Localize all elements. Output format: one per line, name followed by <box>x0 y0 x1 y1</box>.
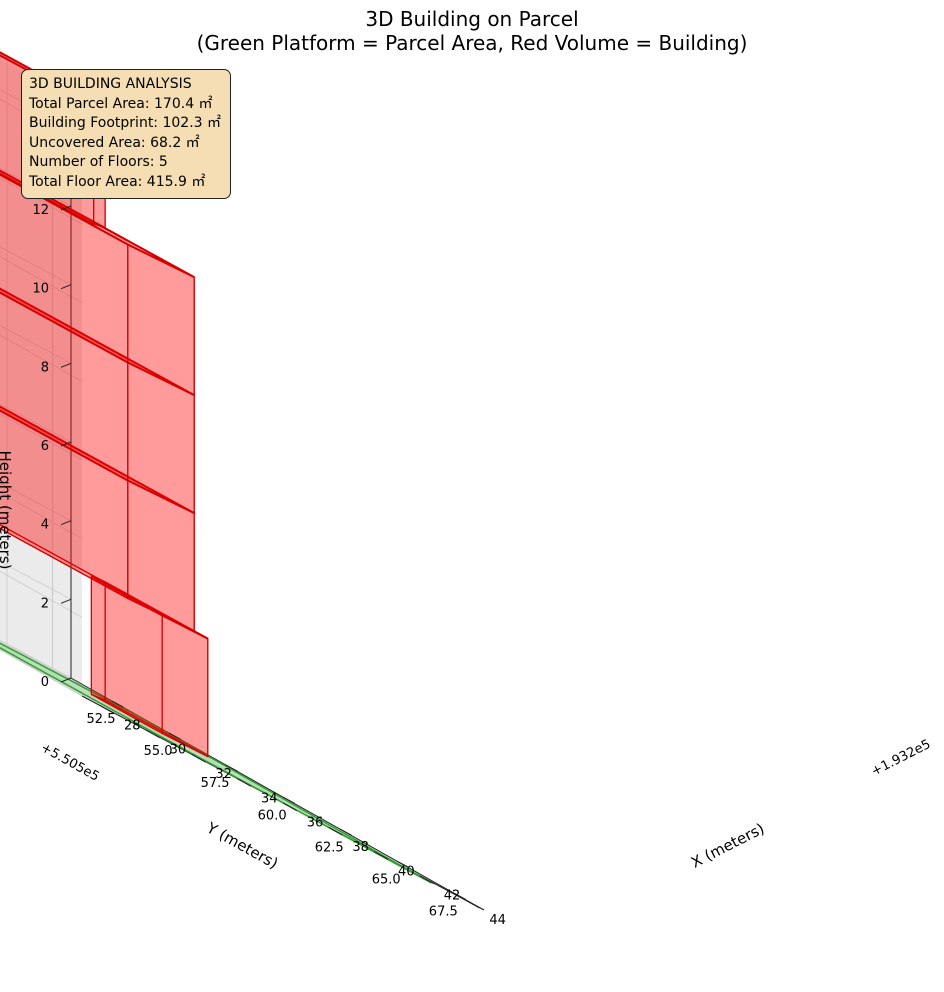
floor-side-face <box>0 173 129 364</box>
grid-line-z-right <box>0 649 83 697</box>
z-tick-mark <box>60 362 72 368</box>
z-axis-label: Height (meters) <box>0 451 14 570</box>
grid-line-z-left <box>0 482 72 522</box>
y-tick-mark <box>397 860 409 868</box>
grid-line-z-right <box>0 256 83 304</box>
chart-title: 3D Building on Parcel <box>365 7 578 31</box>
analysis-info-box: 3D BUILDING ANALYSIS Total Parcel Area: … <box>21 69 231 199</box>
y-tick-mark <box>225 764 238 772</box>
floor-side-face <box>90 575 106 702</box>
x-tick-mark <box>191 753 206 763</box>
z-tick-label: 2 <box>41 596 49 611</box>
x-tick-label: 40 <box>398 864 415 879</box>
z-tick-label: 8 <box>41 360 49 375</box>
grid-line-y-floor <box>0 640 113 702</box>
grid-line-z-left <box>0 561 72 600</box>
grid-line-z-right <box>0 492 83 540</box>
y-tick-mark <box>168 732 181 740</box>
z-tick-mark <box>60 598 72 604</box>
x-tick-mark <box>237 778 252 787</box>
grid-line-z-right <box>0 413 83 461</box>
y-tick-label: 67.5 <box>429 904 458 919</box>
info-line: Building Footprint: 102.3 ㎡ <box>29 115 222 132</box>
x-tick-mark <box>419 875 434 885</box>
y-tick-label: 55.0 <box>144 744 173 759</box>
grid-line-z-right <box>0 177 83 225</box>
x-tick-mark <box>374 851 389 860</box>
x-tick-label: 28 <box>124 718 141 733</box>
info-line: Number of Floors: 5 <box>29 154 168 171</box>
grid-line-z-right <box>0 570 83 618</box>
grid-line-z-left <box>0 403 72 443</box>
y-tick-mark <box>111 700 124 708</box>
z-tick-mark <box>60 284 72 290</box>
info-line: Total Floor Area: 415.9 ㎡ <box>29 173 206 190</box>
info-line: Total Parcel Area: 170.4 ㎡ <box>29 95 213 112</box>
y-axis-label: Y (meters) <box>203 818 281 872</box>
chart-subtitle: (Green Platform = Parcel Area, Red Volum… <box>197 31 748 55</box>
x-tick-label: 42 <box>444 889 461 904</box>
grid-line-z-left <box>0 639 72 679</box>
z-tick-mark <box>60 441 72 447</box>
z-tick-label: 12 <box>32 203 49 218</box>
z-tick-mark <box>60 205 72 211</box>
grid-line-z-left <box>0 167 72 207</box>
x-tick-mark <box>465 899 480 909</box>
grid-line-x-floor <box>0 647 147 731</box>
grid-line-z-left <box>0 325 72 364</box>
grid-line-z-right <box>0 98 83 146</box>
info-line: Uncovered Area: 68.2 ㎡ <box>29 134 200 151</box>
grid-line-x-floor <box>0 648 101 707</box>
x-tick-label: 32 <box>215 767 232 782</box>
y-tick-mark <box>454 892 466 900</box>
x-tick-mark <box>145 729 160 739</box>
x-tick-mark <box>100 705 115 714</box>
y-tick-label: 65.0 <box>372 872 401 887</box>
grid-line-z-right <box>0 334 83 382</box>
grid-line-z-left <box>0 89 72 128</box>
z-tick-mark <box>60 520 72 526</box>
x-tick-label: 36 <box>307 816 324 831</box>
grid-line-z-left <box>0 246 72 286</box>
floor-side-face <box>161 614 209 758</box>
z-tick-label: 4 <box>41 518 49 533</box>
y-offset-label: +5.505e5 <box>38 740 102 784</box>
y-tick-mark <box>340 828 352 836</box>
y-tick-label: 62.5 <box>315 840 344 855</box>
x-tick-label: 38 <box>352 840 369 855</box>
pane-back-right <box>0 59 82 696</box>
y-tick-mark <box>282 796 295 804</box>
x-tick-label: 44 <box>489 913 506 928</box>
x-offset-label: +1.932e5 <box>869 737 933 780</box>
x-tick-mark <box>328 826 343 836</box>
info-heading: 3D BUILDING ANALYSIS <box>29 76 192 92</box>
y-tick-label: 57.5 <box>201 776 230 791</box>
z-tick-label: 0 <box>41 675 49 690</box>
x-tick-label: 34 <box>261 791 278 806</box>
x-tick-label: 30 <box>170 743 187 758</box>
z-tick-label: 6 <box>41 439 49 454</box>
z-tick-label: 10 <box>32 282 49 297</box>
z-tick-mark <box>60 677 72 683</box>
y-tick-label: 60.0 <box>258 808 287 823</box>
y-tick-label: 52.5 <box>87 712 116 727</box>
x-tick-mark <box>282 802 297 812</box>
floor-side-face <box>0 291 129 482</box>
floor-side-face <box>0 409 129 600</box>
x-axis-label: X (meters) <box>688 819 767 871</box>
